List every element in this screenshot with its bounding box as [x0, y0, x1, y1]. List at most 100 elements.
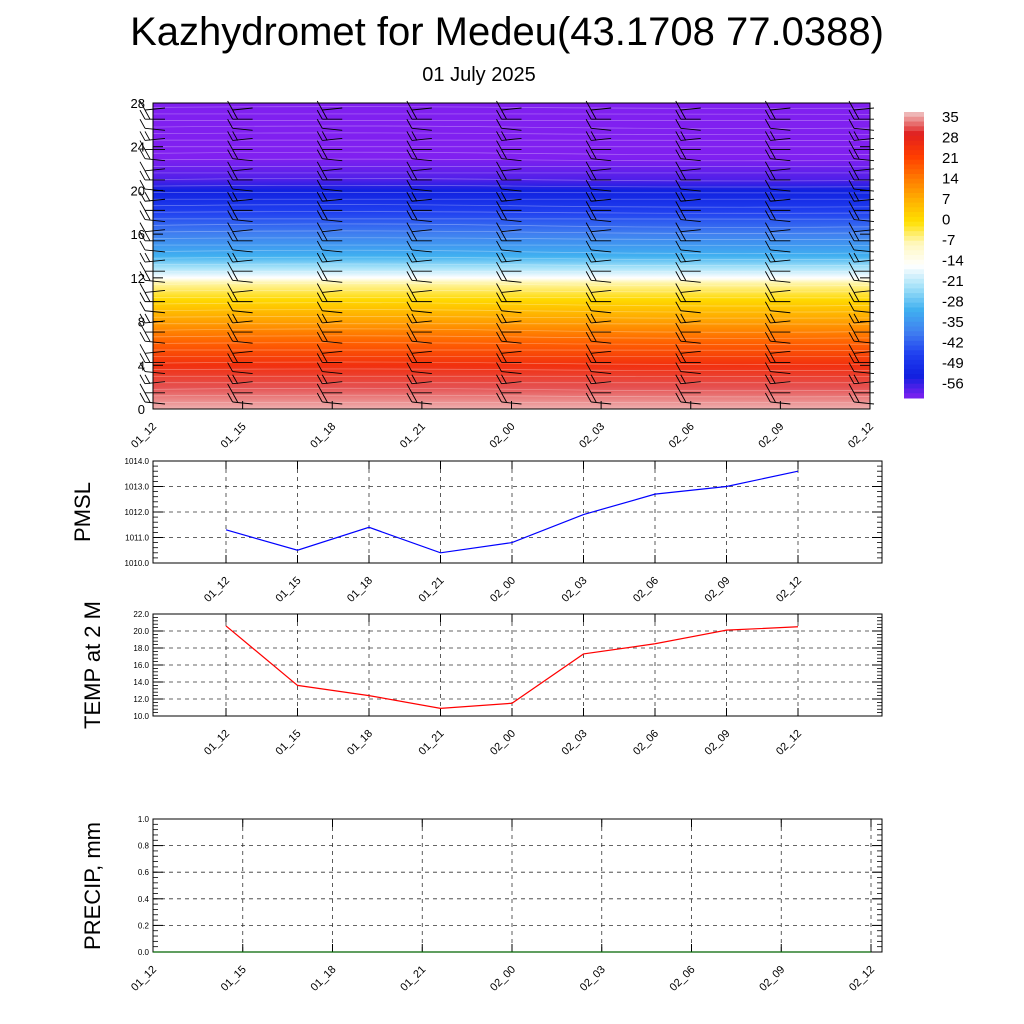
wind-barb — [848, 140, 874, 151]
colorbar-label: 0 — [942, 212, 950, 229]
wind-barb — [139, 222, 166, 233]
contour-line — [152, 342, 871, 345]
wind-barb — [585, 331, 612, 344]
x-tick-label: 01_21 — [417, 575, 447, 605]
wind-barb — [316, 231, 343, 242]
x-tick-label: 02_06 — [667, 421, 697, 451]
contour-line — [152, 165, 871, 168]
colorbar: 35 28 21 14 7 0 -7 -14 -21 -28 -35 -42 -49 -56 — [904, 109, 964, 399]
wind-barb — [496, 313, 522, 324]
wind-barb — [227, 322, 253, 333]
wind-barb — [227, 261, 253, 272]
colorbar-segment — [904, 312, 924, 318]
wind-barb — [316, 140, 343, 151]
wind-barb — [406, 292, 432, 303]
colorbar-segment — [904, 164, 924, 170]
wind-barb — [496, 362, 522, 375]
contour-line — [152, 282, 871, 287]
series-line — [225, 625, 799, 709]
contour-line — [152, 276, 871, 281]
y-tick-label: 18.0 — [133, 644, 149, 653]
wind-barb — [496, 109, 522, 120]
wind-barb — [139, 383, 165, 394]
contour-line — [152, 191, 871, 194]
colorbar-segment — [904, 340, 924, 347]
x-tick-label: 01_15 — [219, 964, 249, 994]
wind-barb — [848, 283, 875, 293]
wind-barb — [675, 149, 701, 162]
wind-barb — [139, 231, 165, 242]
wind-barb — [316, 362, 343, 375]
wind-barb — [764, 140, 791, 151]
wind-barb — [227, 170, 253, 181]
wind-barb — [496, 210, 522, 222]
contour-line — [152, 401, 871, 404]
wind-barb — [675, 170, 701, 181]
colorbar-label: -14 — [942, 253, 964, 270]
x-tick-label: 02_03 — [578, 964, 608, 994]
wind-barb — [675, 322, 701, 333]
x-tick-label: 01_15 — [274, 575, 304, 605]
wind-barb — [848, 353, 874, 363]
wind-barb — [406, 261, 432, 272]
wind-barb — [585, 252, 612, 263]
wind-barb — [406, 119, 432, 131]
colorbar-segment — [904, 364, 924, 370]
wind-barb — [675, 344, 701, 354]
x-tick-label: 01_12 — [202, 728, 232, 758]
wind-barb — [675, 331, 701, 344]
colorbar-segment — [904, 374, 924, 380]
contour-line — [152, 139, 871, 141]
colorbar-segment — [904, 131, 924, 137]
wind-barb — [585, 240, 612, 253]
wind-barb — [139, 210, 166, 222]
wind-barb — [675, 301, 701, 314]
wind-barb — [585, 179, 612, 192]
wind-barb — [227, 231, 253, 242]
colorbar-label: -7 — [942, 232, 955, 249]
wind-barb — [675, 222, 701, 233]
page-subtitle: 01 July 2025 — [422, 64, 536, 86]
wind-barb — [848, 201, 874, 211]
wind-barb — [316, 322, 343, 333]
x-tick-label: 02_00 — [488, 421, 518, 451]
colorbar-segment — [904, 393, 924, 399]
wind-barb — [585, 362, 612, 375]
wind-barb — [496, 252, 522, 263]
y-tick-label: 14.0 — [133, 678, 149, 687]
wind-barb — [496, 292, 522, 303]
wind-barb — [764, 210, 791, 222]
wind-barb — [848, 392, 875, 405]
wind-barb — [406, 252, 432, 263]
colorbar-label: -49 — [942, 355, 964, 372]
wind-barb — [585, 292, 612, 303]
colorbar-segment — [904, 359, 924, 366]
wind-barb — [848, 161, 875, 172]
wind-barb — [406, 283, 432, 293]
wind-barb — [227, 201, 253, 211]
contour-line — [152, 328, 871, 333]
y-tick-label: 20.0 — [133, 627, 149, 636]
wind-barb — [406, 192, 432, 202]
precip-panel: 0.0 0.2 0.4 0.6 0.8 1.0 01_12 01_15 01_18 01_21 02… — [80, 815, 883, 994]
wind-barb — [316, 344, 343, 354]
wind-barb — [316, 161, 343, 172]
contour-line — [152, 113, 871, 115]
colorbar-segment — [904, 207, 924, 213]
colorbar-segment — [904, 212, 924, 218]
wind-barb — [496, 374, 522, 385]
y-tick-label: 0.2 — [138, 921, 150, 930]
wind-barb — [675, 374, 701, 385]
wind-barb — [496, 201, 522, 211]
contour-line — [152, 296, 871, 299]
wind-barb — [675, 252, 701, 263]
wind-barb — [496, 283, 522, 293]
wind-barb — [139, 301, 166, 314]
colorbar-label: 35 — [942, 109, 959, 126]
wind-barb — [764, 344, 791, 354]
temp-panel: 10.0 12.0 14.0 16.0 18.0 20.0 22.0 01_12 01_15 01… — [80, 601, 883, 758]
contour-line — [152, 230, 871, 234]
wind-barb — [585, 231, 612, 242]
wind-barb — [139, 374, 166, 385]
x-tick-label: 02_09 — [757, 964, 787, 994]
